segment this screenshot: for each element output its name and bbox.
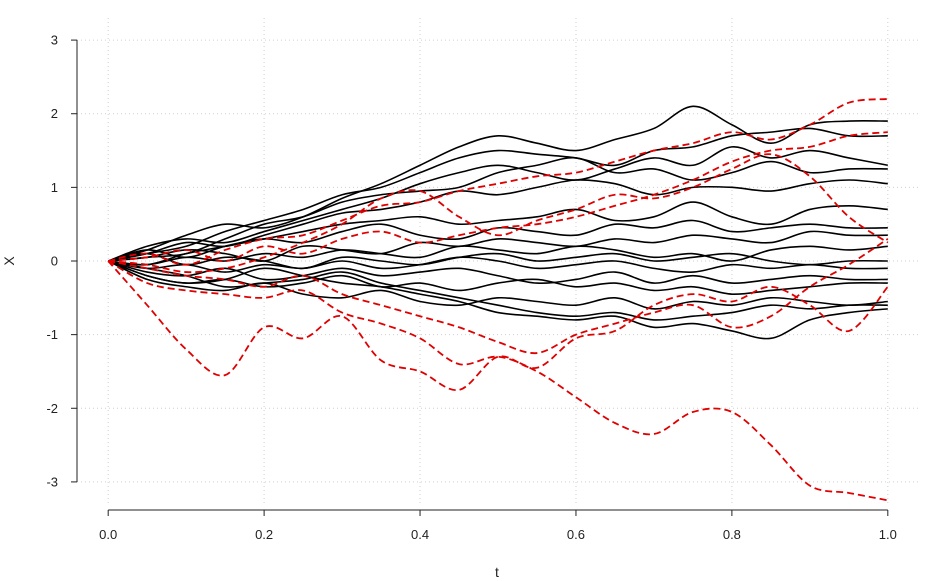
x-axis-title: t xyxy=(495,564,499,580)
dashed-series-line-18 xyxy=(107,260,888,502)
solid-series-line-10 xyxy=(108,252,888,270)
x-tick-label: 0.8 xyxy=(723,527,741,542)
solid-series-line-1 xyxy=(107,105,888,262)
dashed-series-line-22 xyxy=(108,131,888,262)
solid-series-line-7 xyxy=(107,219,888,262)
y-tick-label: 3 xyxy=(51,33,58,48)
dashed-series-line-20 xyxy=(108,153,889,274)
solid-series-line-14 xyxy=(107,260,888,310)
solid-series-line-12 xyxy=(107,260,888,284)
solid-series-line-13 xyxy=(107,260,888,296)
solid-series-line-11 xyxy=(108,256,888,273)
solid-series-line-15 xyxy=(107,260,888,340)
solid-series-line-9 xyxy=(108,245,888,266)
x-tick-label: 0.6 xyxy=(567,527,585,542)
solid-series-line-4 xyxy=(108,156,888,262)
y-tick-label: 1 xyxy=(51,180,58,195)
dashed-series-line-17 xyxy=(107,260,889,391)
y-axis-title: X xyxy=(1,256,17,266)
solid-series-line-2 xyxy=(108,127,888,262)
y-tick-label: -1 xyxy=(46,327,58,342)
axes: 0.0 0.2 0.4 0.6 0.8 1.0 -3 -2 -1 0 1 2 3 xyxy=(46,33,896,542)
y-tick-label: -2 xyxy=(46,401,58,416)
y-tick-label: 0 xyxy=(51,254,58,269)
solid-series-line-6 xyxy=(108,201,888,266)
y-tick-label: -3 xyxy=(46,474,58,489)
x-tick-label: 1.0 xyxy=(879,527,897,542)
solid-series-line-8 xyxy=(108,230,888,262)
x-tick-label: 0.2 xyxy=(255,527,273,542)
dashed-series-line-21 xyxy=(108,98,888,266)
x-tick-label: 0.0 xyxy=(99,527,117,542)
solid-series-line-16 xyxy=(108,260,888,321)
x-tick-label: 0.4 xyxy=(411,527,429,542)
y-tick-label: 2 xyxy=(51,106,58,121)
solid-series-line-3 xyxy=(107,146,888,262)
dashed-series-line-19 xyxy=(108,238,889,355)
series-group xyxy=(107,98,889,502)
